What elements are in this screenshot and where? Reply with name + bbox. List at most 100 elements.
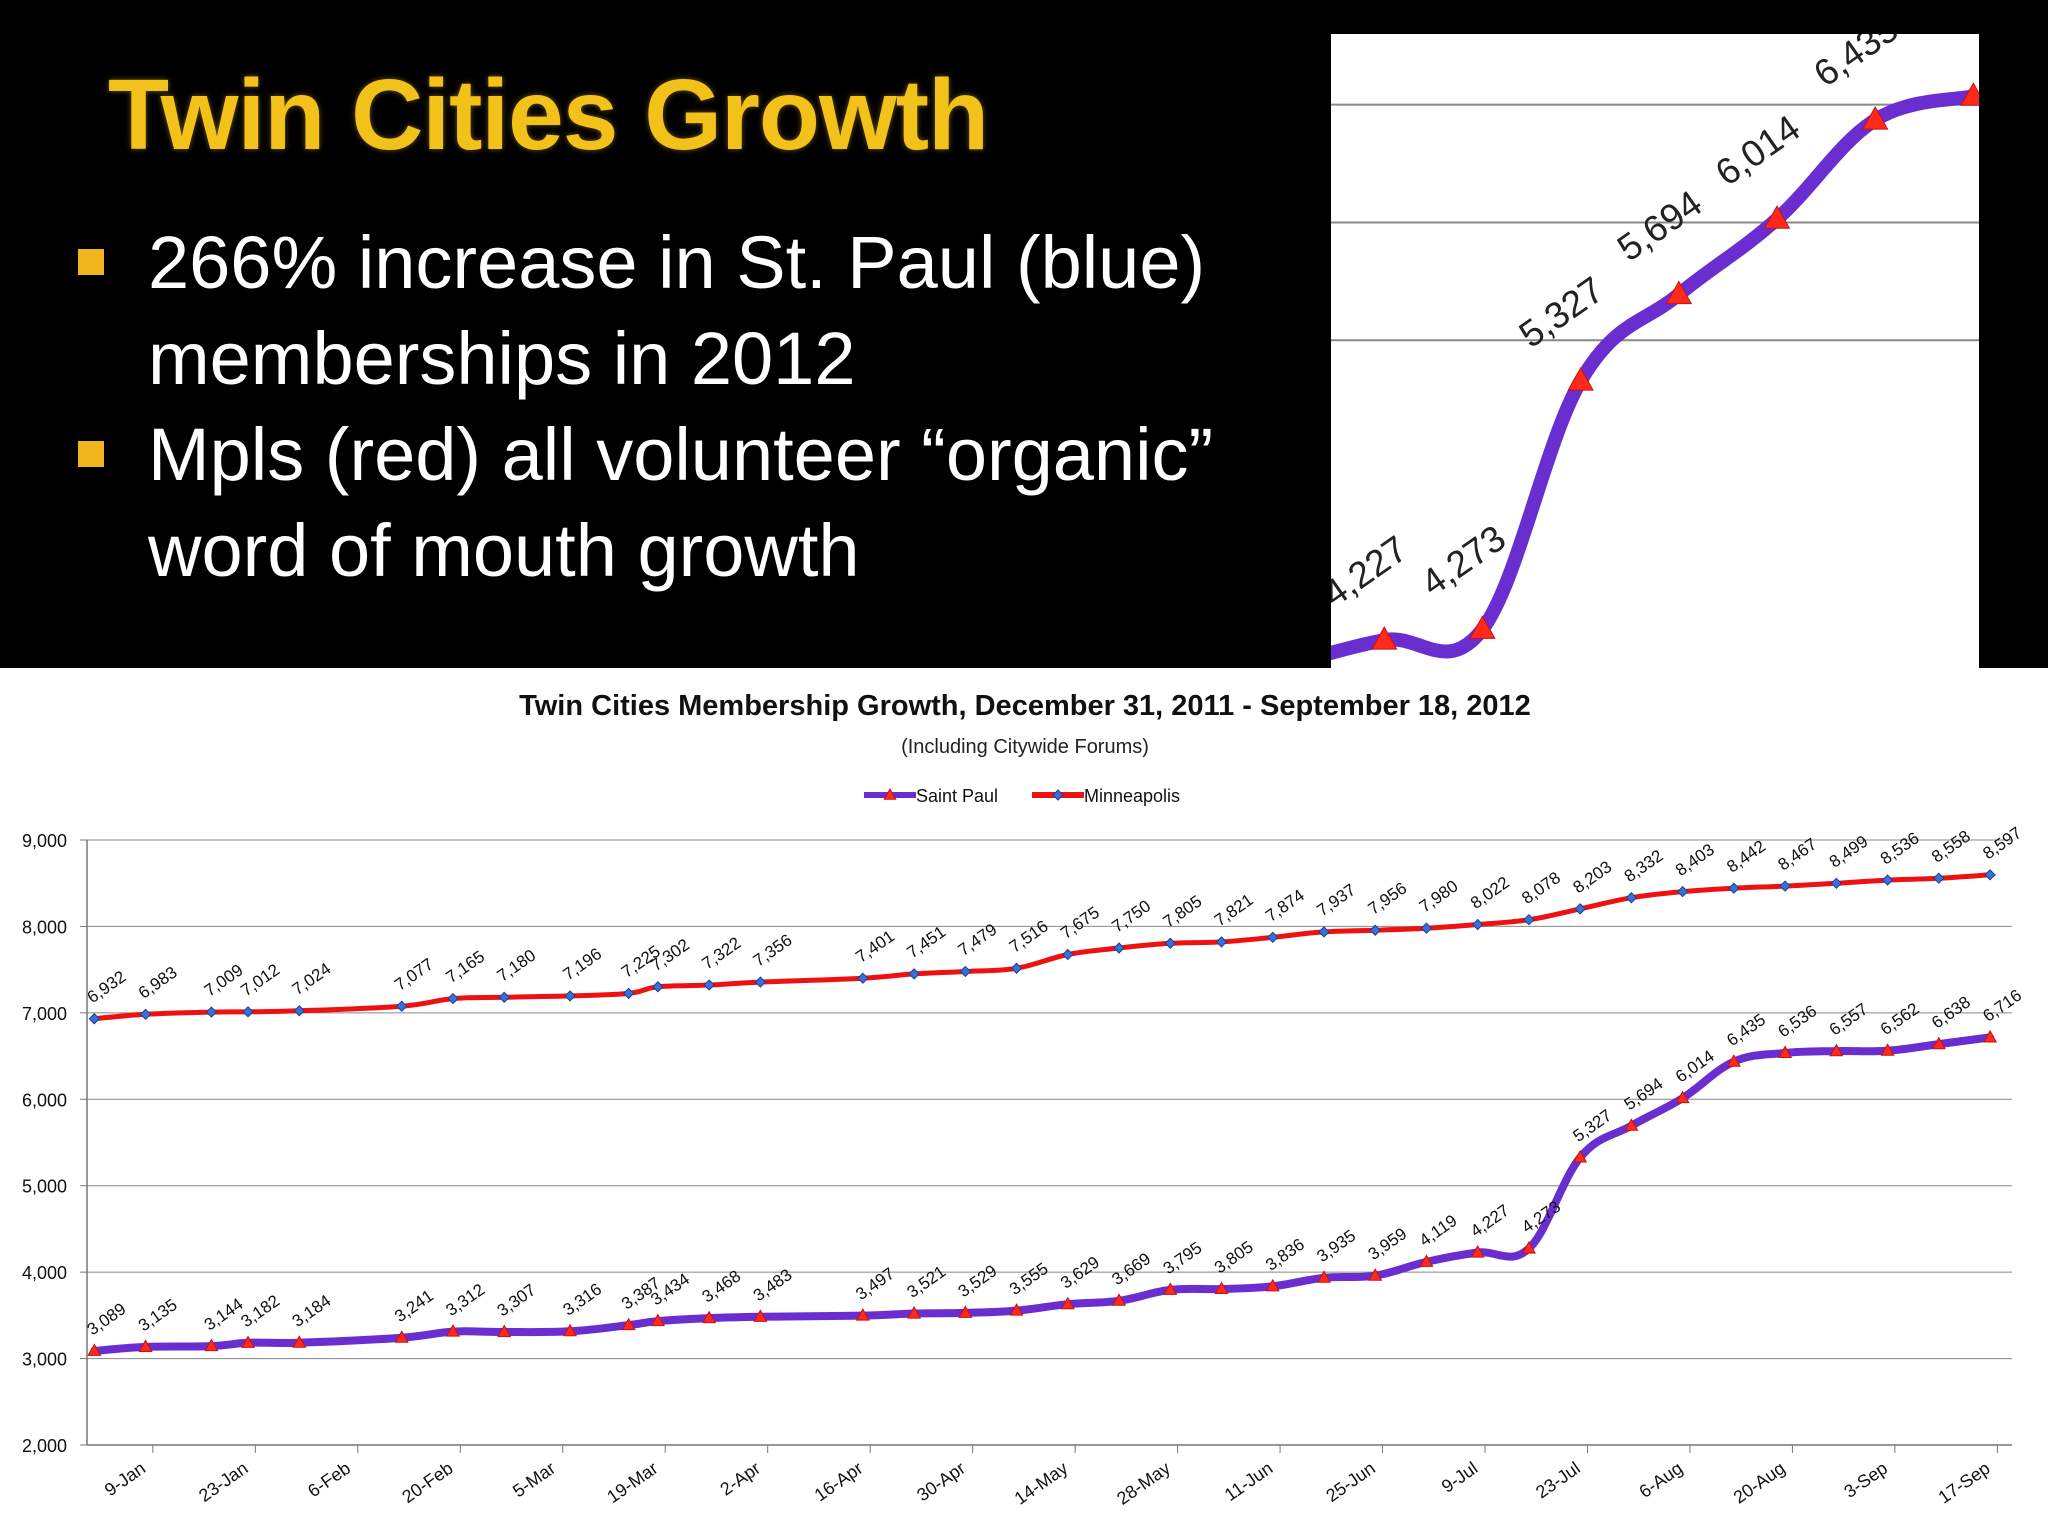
data-point bbox=[855, 1308, 870, 1321]
data-point bbox=[394, 1330, 409, 1343]
data-point bbox=[242, 1006, 254, 1018]
data-point bbox=[958, 1305, 973, 1318]
data-point bbox=[87, 1343, 102, 1356]
data-point bbox=[1470, 1244, 1485, 1258]
inset-data-point bbox=[1665, 280, 1693, 305]
legend-label: Saint Paul bbox=[916, 786, 998, 806]
y-tick-label: 2,000 bbox=[22, 1436, 67, 1456]
y-tick-label: 9,000 bbox=[22, 831, 67, 851]
bullet-item: 266% increase in St. Paul (blue) members… bbox=[78, 215, 1308, 407]
data-point bbox=[447, 992, 459, 1005]
data-point bbox=[204, 1338, 219, 1352]
legend-label: Minneapolis bbox=[1084, 786, 1180, 806]
chart-background bbox=[0, 668, 2048, 1536]
chart-subtitle: (Including Citywide Forums) bbox=[901, 736, 1149, 758]
data-point bbox=[1778, 1045, 1793, 1059]
data-point bbox=[1728, 882, 1740, 894]
data-point bbox=[1984, 869, 1996, 881]
bullet-text: 266% increase in St. Paul (blue) members… bbox=[148, 221, 1206, 400]
data-point bbox=[1060, 1296, 1075, 1310]
slide-title: Twin Cities Growth bbox=[108, 59, 989, 171]
y-tick-label: 5,000 bbox=[22, 1177, 67, 1197]
data-point bbox=[1624, 1118, 1639, 1131]
y-axis: 2,000 3,000 4,000 5,000 6,000 7,000 8,000 9,000 bbox=[22, 831, 2012, 1456]
data-point bbox=[445, 1324, 460, 1337]
data-point bbox=[1983, 1029, 1998, 1043]
data-point bbox=[292, 1335, 307, 1348]
data-point bbox=[293, 1005, 305, 1017]
data-point bbox=[1573, 1149, 1588, 1163]
bullet-item: Mpls (red) all volunteer “organic” word … bbox=[78, 407, 1308, 599]
data-point bbox=[1112, 1293, 1127, 1306]
inset-background bbox=[1331, 34, 1979, 670]
legend-marker bbox=[883, 787, 897, 800]
data-point bbox=[1675, 1090, 1690, 1104]
data-point bbox=[703, 979, 715, 991]
data-point bbox=[88, 1013, 101, 1025]
data-point bbox=[1574, 903, 1586, 915]
membership-growth-chart: Twin Cities Membership Growth, December … bbox=[0, 668, 2048, 1536]
data-point bbox=[1163, 1282, 1178, 1295]
data-point bbox=[563, 1323, 578, 1337]
legend-marker bbox=[1052, 789, 1064, 801]
chart-legend: Saint Paul Minneapolis bbox=[864, 786, 1180, 806]
data-point bbox=[857, 972, 869, 984]
data-point bbox=[205, 1006, 218, 1018]
data-point bbox=[1881, 874, 1894, 886]
inset-data-point bbox=[1960, 82, 1979, 106]
inset-grid bbox=[1331, 103, 1979, 342]
data-point bbox=[1062, 948, 1074, 961]
y-tick-label: 8,000 bbox=[22, 917, 67, 937]
data-point bbox=[753, 1309, 768, 1322]
data-point bbox=[1933, 872, 1945, 884]
data-point bbox=[650, 1313, 665, 1327]
data-point bbox=[1265, 1278, 1280, 1292]
inset-data-point bbox=[1567, 366, 1594, 391]
data-point bbox=[1316, 1270, 1332, 1283]
data-point bbox=[1318, 926, 1330, 938]
data-point bbox=[1523, 913, 1535, 926]
bullet-square-icon bbox=[78, 249, 104, 275]
bullet-text: Mpls (red) all volunteer “organic” word … bbox=[148, 413, 1214, 592]
data-point bbox=[564, 990, 576, 1002]
data-point bbox=[1521, 1241, 1536, 1254]
y-tick-label: 7,000 bbox=[22, 1004, 67, 1024]
data-point bbox=[1726, 1054, 1741, 1067]
data-point bbox=[240, 1335, 256, 1348]
inset-data-point bbox=[1862, 105, 1889, 130]
data-point bbox=[1676, 885, 1689, 898]
data-point bbox=[497, 1324, 512, 1338]
data-point bbox=[1164, 937, 1176, 949]
data-point bbox=[1880, 1043, 1895, 1056]
y-tick-label: 4,000 bbox=[22, 1263, 67, 1283]
data-point bbox=[1420, 922, 1433, 934]
inset-data-point bbox=[1763, 205, 1791, 229]
legend-item: Minneapolis bbox=[1032, 786, 1180, 806]
data-point bbox=[1830, 877, 1843, 890]
inset-series-line bbox=[1331, 89, 1979, 661]
data-point bbox=[498, 991, 510, 1004]
data-point bbox=[622, 987, 635, 1000]
data-point bbox=[396, 1000, 408, 1012]
inset-data-point bbox=[1469, 615, 1496, 639]
data-point bbox=[1625, 892, 1638, 904]
y-tick-label: 3,000 bbox=[22, 1350, 67, 1370]
data-point bbox=[139, 1008, 152, 1021]
y-tick-label: 6,000 bbox=[22, 1090, 67, 1110]
data-point bbox=[908, 968, 920, 980]
data-point bbox=[1471, 918, 1484, 931]
data-point bbox=[1369, 924, 1381, 936]
legend-item: Saint Paul bbox=[864, 786, 998, 806]
bullet-square-icon bbox=[78, 441, 104, 467]
data-point bbox=[1931, 1036, 1946, 1050]
data-point bbox=[1267, 931, 1279, 944]
data-point bbox=[1009, 1303, 1024, 1316]
data-point bbox=[652, 981, 664, 993]
data-point bbox=[1214, 1281, 1229, 1295]
data-point bbox=[702, 1310, 717, 1324]
data-point bbox=[621, 1317, 636, 1331]
chart-title: Twin Cities Membership Growth, December … bbox=[519, 690, 1531, 722]
bullet-list: 266% increase in St. Paul (blue) members… bbox=[78, 215, 1308, 599]
data-point bbox=[1215, 936, 1228, 948]
